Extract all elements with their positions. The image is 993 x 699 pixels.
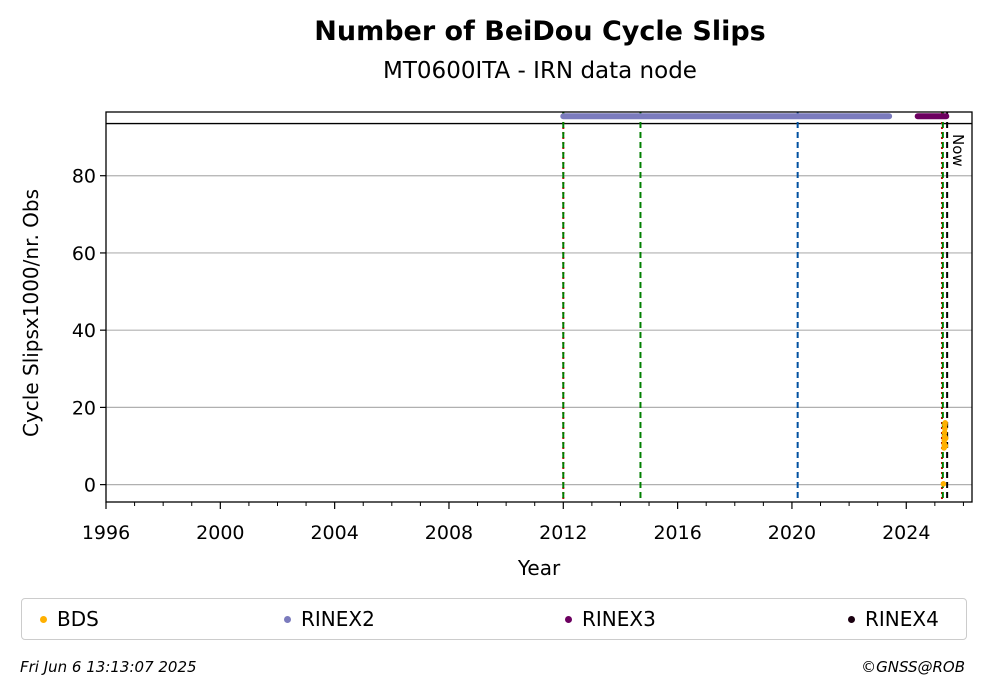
- y-tick-label: 80: [72, 166, 96, 188]
- bds-marker-icon: [40, 615, 47, 623]
- x-tick-label: 1996: [82, 522, 130, 544]
- legend-label: RINEX4: [865, 607, 939, 631]
- x-axis-title: Year: [517, 556, 561, 580]
- event-lines: [562, 112, 949, 502]
- x-tick-label: 2000: [196, 522, 244, 544]
- y-axis-title: Cycle Slipsx1000/nr. Obs: [19, 189, 43, 437]
- x-tick-label: 2024: [882, 522, 930, 544]
- gridlines: [106, 122, 972, 486]
- chart-subtitle: MT0600ITA - IRN data node: [383, 58, 697, 84]
- now-label: Now: [949, 134, 967, 167]
- series-bds-point: [940, 481, 947, 487]
- legend-item-bds: BDS: [40, 607, 99, 631]
- y-tick-label: 60: [72, 243, 96, 265]
- x-tick-label: 2008: [425, 522, 473, 544]
- y-tick-label: 20: [72, 397, 96, 419]
- legend-item-rinex4: RINEX4: [848, 607, 939, 631]
- series-bds-point: [942, 420, 948, 426]
- series-bds-point: [942, 435, 949, 442]
- legend-item-rinex2: RINEX2: [284, 607, 375, 631]
- y-tick-label: 0: [84, 475, 96, 497]
- rinex4-marker-icon: [848, 615, 855, 623]
- y-tick-label: 40: [72, 320, 96, 342]
- series-bds-point: [942, 425, 948, 432]
- x-tick-label: 2012: [539, 522, 587, 544]
- legend-item-rinex3: RINEX3: [565, 607, 656, 631]
- footer-copyright: ©GNSS@ROB: [861, 658, 965, 676]
- legend-label: RINEX3: [582, 607, 656, 631]
- x-tick-label: 2004: [310, 522, 358, 544]
- footer-timestamp: Fri Jun 6 13:13:07 2025: [20, 658, 197, 676]
- plot-area: 0 20 40 60 80 1996 2000 2004 2008 2012 2016 2020 202…: [19, 111, 973, 580]
- chart-title: Number of BeiDou Cycle Slips: [314, 16, 766, 47]
- rinex2-marker-icon: [284, 615, 291, 623]
- x-tick-label: 2016: [653, 522, 701, 544]
- legend-label: BDS: [57, 607, 99, 631]
- rinex3-marker-icon: [565, 615, 572, 623]
- legend: BDS RINEX2 RINEX3 RINEX4: [21, 598, 967, 640]
- x-tick-label: 2020: [768, 522, 816, 544]
- series-bds-point: [942, 443, 949, 449]
- legend-label: RINEX2: [301, 607, 375, 631]
- plot-frame: [105, 111, 973, 503]
- data-series: [560, 113, 950, 487]
- axes: 0 20 40 60 80 1996 2000 2004 2008 2012 2016 2020 202…: [72, 111, 973, 544]
